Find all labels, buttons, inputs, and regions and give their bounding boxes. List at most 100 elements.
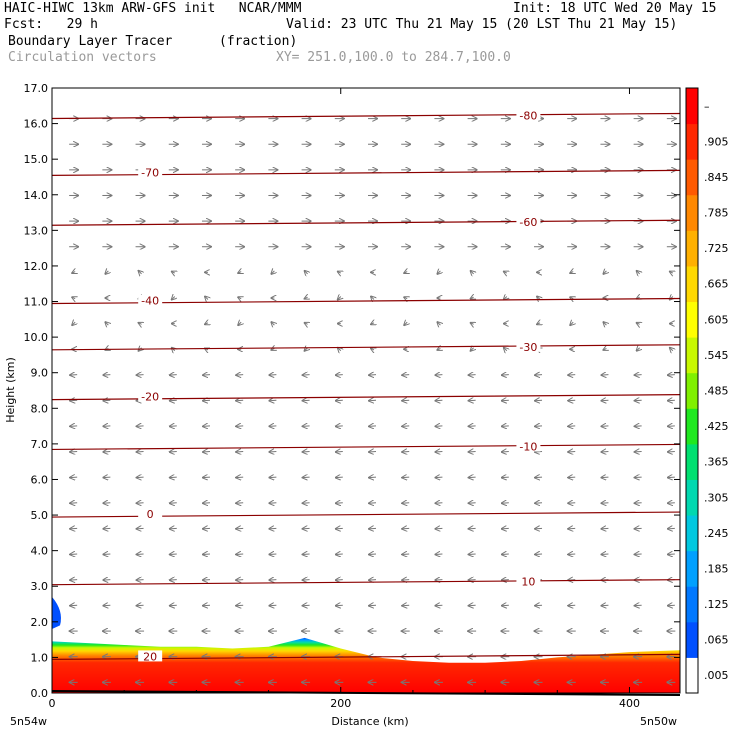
colorbar-label: .665 [704, 278, 729, 291]
x-tick-label: 200 [330, 697, 351, 710]
y-tick-label: 14.0 [24, 189, 49, 202]
circulation-vector [435, 400, 443, 401]
circulation-vector [635, 528, 642, 529]
circulation-vector [105, 271, 108, 274]
circulation-vector [601, 503, 609, 504]
circulation-vector [435, 580, 443, 581]
y-tick-label: 12.0 [24, 260, 49, 273]
circulation-vector [269, 580, 277, 581]
circulation-vector [471, 323, 474, 325]
circulation-vector [203, 503, 211, 504]
colorbar-swatch [686, 515, 698, 552]
circulation-vector [203, 605, 211, 606]
circulation-vector [236, 400, 244, 401]
x-start-location: 5n54w [10, 715, 47, 728]
circulation-vector [271, 348, 274, 350]
contour-label: -40 [141, 295, 159, 308]
colorbar-swatch [686, 337, 698, 374]
circulation-vector [170, 451, 177, 452]
circulation-vector [502, 426, 509, 427]
circulation-vector [568, 554, 576, 555]
header-line2-left: Fcst: 29 h [4, 17, 98, 32]
circulation-vector [269, 400, 277, 401]
circulation-vector [435, 605, 443, 606]
x-axis-label: Distance (km) [331, 715, 408, 728]
colorbar-swatch [686, 586, 698, 623]
circulation-vector [236, 554, 244, 555]
circulation-vector [668, 477, 675, 478]
circulation-vector [170, 503, 177, 504]
circulation-vector [435, 426, 443, 427]
contour-label-bg [138, 650, 163, 662]
x-tick-label: 0 [49, 697, 56, 710]
circulation-vector [103, 451, 111, 452]
circulation-vector [338, 348, 341, 351]
circulation-vector [570, 272, 573, 274]
circulation-vector [402, 554, 410, 555]
circulation-vector [70, 580, 78, 581]
circulation-vector [203, 400, 211, 401]
circulation-vector [502, 400, 509, 401]
circulation-vector [170, 554, 177, 555]
tracer-boundary-layer [52, 637, 680, 693]
circulation-vector [172, 272, 175, 274]
circulation-vector [435, 477, 443, 478]
circulation-vector [336, 426, 343, 427]
circulation-vector [103, 580, 111, 581]
colorbar-label: .725 [704, 242, 729, 255]
circulation-vector [72, 297, 75, 299]
contour-label-bg [516, 216, 541, 228]
circulation-vector [537, 296, 540, 299]
circulation-vector [668, 426, 675, 427]
contour-label: -20 [141, 391, 159, 404]
circulation-vector [70, 528, 78, 529]
circulation-vector [236, 477, 244, 478]
field-units: (fraction) [219, 34, 298, 49]
circulation-vector [70, 451, 78, 452]
contour-label: -10 [519, 440, 537, 453]
contour-label-bg [138, 294, 163, 306]
circulation-vector [502, 375, 509, 376]
circulation-vector [303, 426, 310, 427]
circulation-vector [437, 322, 440, 325]
circulation-vector [570, 322, 573, 325]
circulation-vectors [69, 119, 676, 683]
circulation-vector [236, 375, 244, 376]
circulation-vector [70, 605, 78, 606]
y-tick-label: 8.0 [31, 402, 49, 415]
circulation-vector [269, 554, 277, 555]
circulation-vector [371, 348, 374, 350]
circulation-vector [402, 528, 410, 529]
circulation-vector [603, 322, 606, 325]
circulation-vector [637, 348, 640, 351]
circulation-vector [338, 272, 341, 274]
circulation-vector [238, 297, 241, 299]
circulation-vector [371, 323, 374, 325]
header-line2-right: Valid: 23 UTC Thu 21 May 15 (20 LST Thu … [286, 17, 678, 32]
y-tick-label: 2.0 [31, 616, 49, 629]
circulation-vector [469, 528, 476, 529]
colorbar-label: .245 [704, 527, 729, 540]
circulation-vector [603, 271, 606, 274]
circulation-vector [303, 580, 310, 581]
circulation-vector [502, 605, 509, 606]
circulation-vector [137, 605, 144, 606]
axes: 0.0 1.0 2.0 3.0 4.0 5.0 6.0 7.0 8.0 9.0 10.0 11.0 12… [24, 82, 680, 710]
circulation-vector [303, 528, 310, 529]
circulation-vector [635, 400, 642, 401]
circulation-vector [504, 272, 507, 274]
circulation-vector [535, 375, 543, 376]
circulation-vector [535, 477, 543, 478]
circulation-vector [668, 554, 675, 555]
circulation-vector [137, 503, 144, 504]
circulation-vector [435, 451, 443, 452]
circulation-vector [371, 296, 374, 299]
y-tick-label: 5.0 [31, 509, 49, 522]
temperature-contour [51, 344, 681, 351]
circulation-vector [504, 348, 507, 351]
circulation-vector [635, 605, 642, 606]
colorbar-label: .845 [704, 171, 729, 184]
contour-label-bg [516, 440, 541, 452]
circulation-vector [535, 605, 543, 606]
y-tick-label: 1.0 [31, 651, 49, 664]
